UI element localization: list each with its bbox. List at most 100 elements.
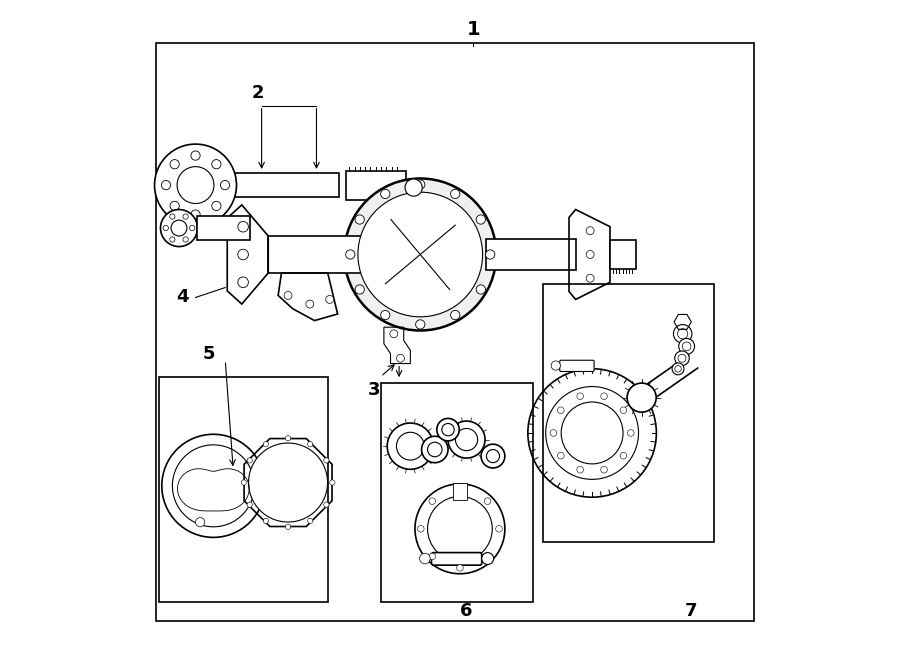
Circle shape: [170, 237, 175, 242]
Circle shape: [308, 518, 313, 524]
Circle shape: [557, 452, 564, 459]
Circle shape: [482, 553, 493, 564]
Circle shape: [678, 354, 686, 362]
Circle shape: [212, 202, 221, 211]
Circle shape: [448, 421, 485, 458]
Circle shape: [344, 178, 496, 330]
Circle shape: [308, 442, 313, 447]
Circle shape: [416, 180, 425, 189]
Circle shape: [416, 320, 425, 329]
Circle shape: [191, 210, 200, 219]
Circle shape: [675, 351, 689, 366]
FancyBboxPatch shape: [268, 236, 417, 273]
Circle shape: [586, 274, 594, 282]
Circle shape: [238, 249, 248, 260]
FancyBboxPatch shape: [486, 239, 576, 270]
Circle shape: [329, 480, 335, 485]
Circle shape: [421, 436, 448, 463]
Circle shape: [162, 434, 265, 537]
FancyBboxPatch shape: [197, 216, 250, 240]
Circle shape: [428, 442, 442, 457]
FancyBboxPatch shape: [431, 553, 482, 565]
Circle shape: [160, 210, 197, 247]
Circle shape: [620, 407, 626, 414]
Circle shape: [429, 498, 436, 504]
Circle shape: [419, 553, 430, 564]
FancyBboxPatch shape: [560, 360, 594, 371]
Circle shape: [190, 225, 195, 231]
Circle shape: [601, 467, 608, 473]
Circle shape: [248, 458, 252, 463]
Circle shape: [264, 518, 268, 524]
Circle shape: [195, 518, 205, 527]
Circle shape: [170, 202, 179, 211]
Circle shape: [170, 214, 175, 219]
Circle shape: [358, 192, 482, 317]
FancyBboxPatch shape: [610, 240, 636, 269]
Circle shape: [577, 393, 583, 399]
Circle shape: [476, 215, 485, 224]
Circle shape: [627, 430, 634, 436]
Circle shape: [381, 311, 390, 320]
Circle shape: [238, 221, 248, 232]
Circle shape: [577, 467, 583, 473]
Text: 5: 5: [202, 344, 215, 363]
Circle shape: [456, 486, 464, 493]
Circle shape: [397, 354, 404, 362]
Circle shape: [672, 363, 684, 375]
Circle shape: [405, 179, 422, 196]
Circle shape: [212, 159, 221, 169]
Circle shape: [496, 525, 502, 532]
Circle shape: [601, 393, 608, 399]
Circle shape: [306, 300, 314, 308]
Circle shape: [324, 458, 329, 463]
Circle shape: [264, 442, 268, 447]
Circle shape: [387, 423, 434, 469]
Circle shape: [673, 325, 692, 343]
Circle shape: [356, 215, 364, 224]
Circle shape: [482, 444, 505, 468]
FancyBboxPatch shape: [230, 173, 339, 197]
Circle shape: [220, 180, 230, 190]
Circle shape: [284, 292, 292, 299]
Text: 1: 1: [466, 20, 480, 39]
Circle shape: [183, 214, 188, 219]
Circle shape: [183, 237, 188, 242]
Circle shape: [620, 452, 626, 459]
Circle shape: [397, 432, 424, 460]
Circle shape: [285, 524, 291, 529]
Circle shape: [586, 227, 594, 235]
Circle shape: [486, 250, 495, 259]
Circle shape: [627, 383, 656, 412]
Circle shape: [170, 159, 179, 169]
Text: 3: 3: [368, 381, 380, 399]
Circle shape: [486, 449, 500, 463]
Circle shape: [451, 311, 460, 320]
Circle shape: [562, 402, 623, 464]
Circle shape: [675, 366, 681, 372]
Circle shape: [241, 480, 247, 485]
Circle shape: [171, 220, 187, 236]
Circle shape: [324, 502, 329, 507]
Circle shape: [346, 250, 355, 259]
Circle shape: [682, 342, 691, 351]
Circle shape: [390, 330, 398, 338]
Circle shape: [326, 295, 334, 303]
Circle shape: [451, 189, 460, 198]
Circle shape: [678, 329, 688, 339]
Text: 4: 4: [176, 288, 188, 307]
Circle shape: [163, 225, 168, 231]
Circle shape: [429, 553, 436, 560]
Circle shape: [248, 443, 328, 522]
Text: 6: 6: [460, 602, 473, 621]
Circle shape: [418, 525, 424, 532]
Circle shape: [381, 189, 390, 198]
Circle shape: [177, 167, 214, 204]
Text: 7: 7: [685, 602, 698, 621]
Circle shape: [455, 428, 478, 451]
FancyBboxPatch shape: [346, 171, 406, 200]
FancyBboxPatch shape: [454, 483, 466, 500]
Circle shape: [456, 564, 464, 571]
Circle shape: [436, 418, 459, 441]
Circle shape: [545, 387, 638, 479]
